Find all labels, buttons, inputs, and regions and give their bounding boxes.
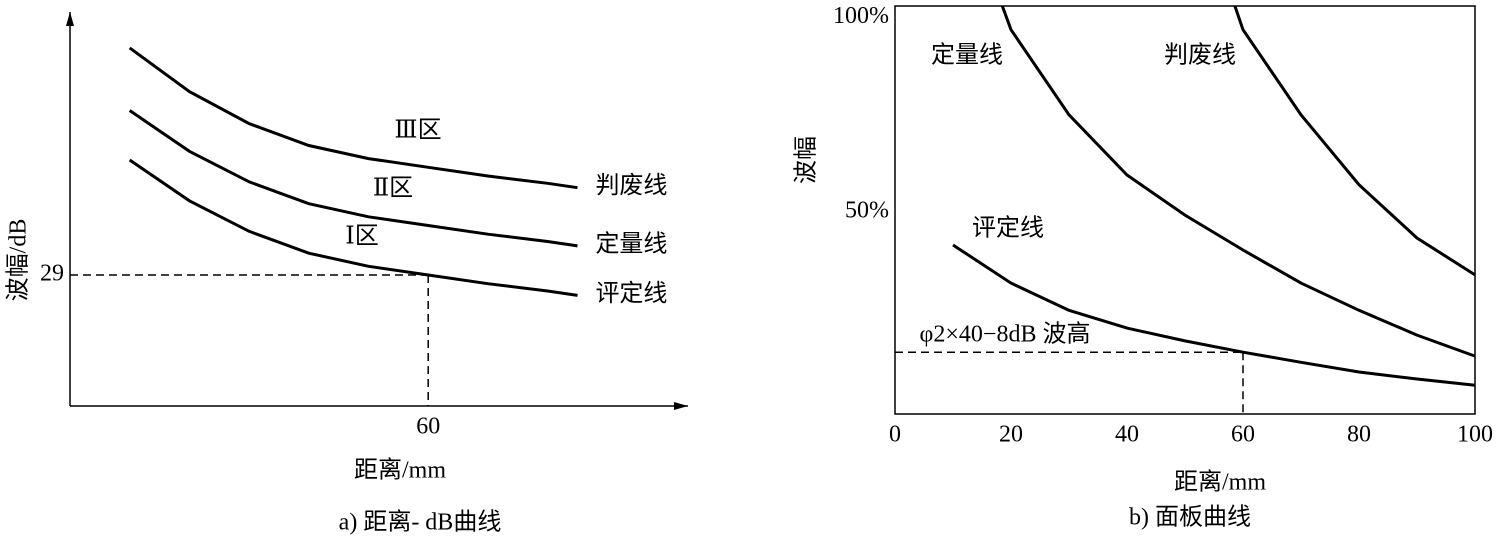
y-axis-label: 波幅/dB xyxy=(5,219,32,302)
curve xyxy=(1000,5,1476,358)
x-tick-label: 60 xyxy=(416,414,440,440)
annotation: Ⅱ区 xyxy=(373,176,413,202)
y-tick-label: 29 xyxy=(40,261,64,287)
y-axis-label: 波幅 xyxy=(793,136,820,184)
x-tick-label: 20 xyxy=(999,422,1023,448)
caption: a) 距离- dB曲线 xyxy=(339,509,502,536)
curve xyxy=(128,46,578,190)
series-label: 定量线 xyxy=(931,42,1003,69)
x-axis-label: 距离/mm xyxy=(354,457,446,484)
caption: b) 面板曲线 xyxy=(1129,504,1251,531)
x-tick-label: 60 xyxy=(1231,422,1255,448)
series-label: 定量线 xyxy=(595,230,667,257)
y-tick-label: 100% xyxy=(833,3,889,29)
series-label: 判废线 xyxy=(595,172,667,199)
annotation: Ⅰ区 xyxy=(345,224,378,250)
annotation: Ⅲ区 xyxy=(394,118,441,144)
x-axis-label: 距离/mm xyxy=(1174,469,1266,496)
x-tick-label: 0 xyxy=(889,422,901,448)
series-label: 判废线 xyxy=(1164,42,1236,69)
series-label: 评定线 xyxy=(972,215,1044,242)
curve xyxy=(128,109,578,248)
series-label: 评定线 xyxy=(595,280,667,307)
y-tick-label: 50% xyxy=(845,197,889,223)
x-tick-label: 80 xyxy=(1347,422,1371,448)
plot-frame xyxy=(894,5,1476,415)
curve xyxy=(128,158,578,297)
x-tick-label: 100 xyxy=(1457,422,1493,448)
reference-label: φ2×40−8dB 波高 xyxy=(920,321,1091,348)
curve xyxy=(952,243,1476,387)
x-tick-label: 40 xyxy=(1115,422,1139,448)
curve xyxy=(1233,5,1476,277)
